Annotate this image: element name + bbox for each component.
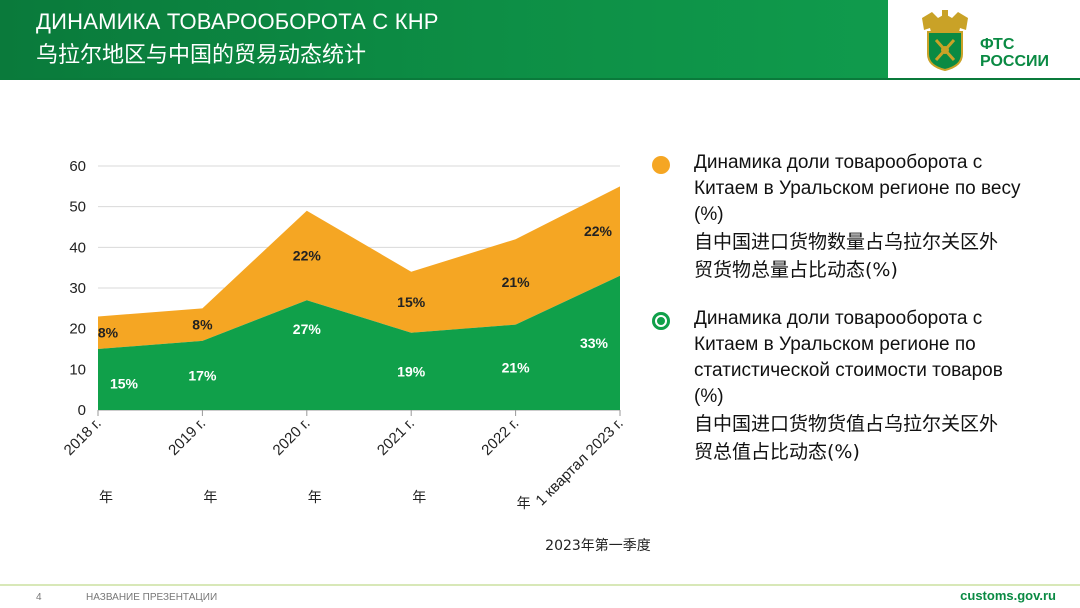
header-divider [0, 78, 1080, 80]
legend-marker-green-ring-icon [652, 312, 670, 330]
customs-emblem-icon [922, 10, 968, 72]
data-label-value: 21% [502, 359, 531, 375]
x-category-sublabel: 年 [203, 490, 217, 506]
data-label-weight: 22% [584, 223, 613, 239]
x-category-sublabel: 年 [517, 496, 531, 512]
series-area-weight [98, 186, 620, 349]
x-category-sublabel: 年 [99, 490, 113, 506]
y-tick-label: 50 [69, 199, 86, 216]
x-category-label: 1 квартал 2023 г. [532, 415, 626, 509]
x-category-label: 2021 г. [374, 415, 418, 459]
presentation-name: НАЗВАНИЕ ПРЕЗЕНТАЦИИ [86, 592, 218, 603]
x-category-label: 2020 г. [270, 415, 314, 459]
legend-text-cn: 自中国进口货物数量占乌拉尔关区外贸货物总量占比动态(%) [694, 231, 999, 281]
logo-panel [888, 0, 1080, 78]
legend-marker-orange-icon [652, 156, 670, 174]
header-bar: ДИНАМИКА ТОВАРООБОРОТА С КНР 乌拉尔地区与中国的贸易… [0, 0, 1080, 78]
x-category-label: 2019 г. [165, 415, 209, 459]
legend: Динамика доли товарооборота с Китаем в У… [650, 150, 1070, 488]
data-label-value: 17% [188, 367, 217, 383]
chart-area: 0 10 20 30 40 50 60 15% 17% 27% 19% 21% 33% 8% 8% 22% 15… [40, 150, 660, 570]
slide-title: ДИНАМИКА ТОВАРООБОРОТА С КНР [36, 9, 439, 34]
legend-item-value: Динамика доли товарооборота с Китаем в У… [650, 306, 1070, 466]
data-label-weight: 8% [192, 317, 213, 333]
y-tick-label: 10 [69, 361, 86, 378]
legend-item-weight: Динамика доли товарооборота с Китаем в У… [650, 150, 1070, 284]
y-tick-label: 0 [78, 402, 86, 419]
data-label-value: 19% [397, 363, 426, 379]
data-label-weight: 15% [397, 294, 426, 310]
brand-line-2: РОССИИ [980, 53, 1050, 70]
stacked-area-chart: 0 10 20 30 40 50 60 15% 17% 27% 19% 21% 33% 8% 8% 22% 15… [61, 158, 651, 554]
footer-divider [0, 584, 1080, 586]
y-tick-label: 20 [69, 321, 86, 338]
x-category-sublabel: 2023年第一季度 [545, 537, 651, 554]
x-category-sublabel: 年 [412, 490, 426, 506]
data-label-weight: 8% [98, 325, 119, 341]
brand-name: ФТС РОССИИ [980, 36, 1049, 70]
brand-line-1: ФТС [980, 36, 1015, 53]
legend-text-ru: Динамика доли товарооборота с Китаем в У… [694, 308, 1003, 407]
y-tick-label: 60 [69, 158, 86, 175]
y-tick-label: 30 [69, 280, 86, 297]
data-label-weight: 22% [293, 247, 322, 263]
legend-text-cn: 自中国进口货物货值占乌拉尔关区外贸总值占比动态(%) [694, 413, 999, 463]
slide-subtitle: 乌拉尔地区与中国的贸易动态统计 [36, 43, 367, 68]
data-label-value: 27% [293, 321, 322, 337]
y-tick-label: 40 [69, 239, 86, 256]
data-label-value: 33% [580, 335, 609, 351]
data-label-value: 15% [110, 376, 139, 392]
page-number: 4 [36, 592, 42, 603]
website-link[interactable]: customs.gov.ru [960, 588, 1056, 603]
legend-text-ru: Динамика доли товарооборота с Китаем в У… [694, 152, 1021, 225]
x-category-label: 2018 г. [61, 415, 105, 459]
x-category-label: 2022 г. [478, 415, 522, 459]
data-label-weight: 21% [502, 274, 531, 290]
x-category-sublabel: 年 [308, 490, 322, 506]
series-area-value [98, 275, 620, 410]
